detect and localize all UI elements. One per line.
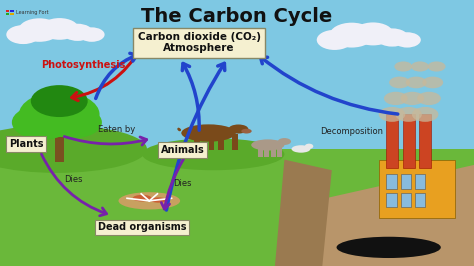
- Bar: [10, 10, 14, 12]
- Polygon shape: [284, 165, 474, 266]
- Bar: [401, 174, 411, 189]
- Ellipse shape: [133, 195, 152, 202]
- Ellipse shape: [278, 138, 291, 145]
- Text: Dies: Dies: [173, 179, 192, 188]
- Circle shape: [6, 25, 40, 44]
- Bar: [232, 134, 238, 150]
- Circle shape: [353, 22, 393, 45]
- Bar: [379, 160, 455, 218]
- Ellipse shape: [241, 129, 252, 134]
- Circle shape: [412, 107, 438, 122]
- Ellipse shape: [305, 144, 313, 149]
- Circle shape: [31, 85, 88, 117]
- Ellipse shape: [0, 125, 147, 173]
- Bar: [277, 145, 282, 157]
- Bar: [415, 193, 425, 207]
- Circle shape: [393, 32, 421, 48]
- Text: Dead organisms: Dead organisms: [98, 222, 186, 232]
- Circle shape: [12, 105, 73, 140]
- Circle shape: [62, 24, 93, 41]
- Text: Eaten by: Eaten by: [98, 124, 135, 134]
- Ellipse shape: [181, 124, 236, 142]
- Circle shape: [389, 77, 410, 88]
- Bar: [386, 174, 397, 189]
- Bar: [415, 174, 425, 189]
- Circle shape: [79, 27, 105, 42]
- Bar: [386, 193, 397, 207]
- Text: Decomposition: Decomposition: [320, 127, 383, 136]
- Circle shape: [329, 23, 374, 48]
- Ellipse shape: [228, 124, 248, 134]
- Ellipse shape: [292, 145, 310, 153]
- Circle shape: [401, 92, 424, 105]
- Bar: [0, 149, 474, 266]
- Circle shape: [317, 30, 353, 50]
- Circle shape: [395, 107, 422, 122]
- Bar: [55, 128, 64, 162]
- Bar: [6, 10, 9, 12]
- Text: Carbon dioxide (CO₂)
Atmosphere: Carbon dioxide (CO₂) Atmosphere: [137, 32, 261, 53]
- Circle shape: [18, 18, 60, 42]
- Circle shape: [411, 61, 429, 72]
- Circle shape: [376, 28, 409, 47]
- Text: Plants: Plants: [9, 139, 43, 149]
- Text: Animals: Animals: [161, 145, 204, 155]
- Circle shape: [417, 92, 441, 105]
- Circle shape: [406, 77, 427, 88]
- Bar: [386, 114, 398, 168]
- Circle shape: [379, 107, 405, 122]
- Bar: [271, 145, 276, 157]
- Ellipse shape: [142, 138, 284, 170]
- Bar: [258, 145, 263, 157]
- Bar: [401, 193, 411, 207]
- Circle shape: [384, 92, 408, 105]
- Text: Photosynthesis: Photosynthesis: [41, 60, 125, 70]
- Circle shape: [40, 18, 79, 40]
- Bar: [264, 145, 269, 157]
- Polygon shape: [275, 160, 332, 266]
- Bar: [218, 134, 224, 150]
- Text: Learning Fort: Learning Fort: [16, 10, 48, 15]
- Bar: [6, 13, 9, 15]
- Ellipse shape: [151, 197, 167, 203]
- Text: Dies: Dies: [64, 175, 83, 184]
- Circle shape: [428, 61, 446, 72]
- Ellipse shape: [251, 139, 284, 151]
- Text: The Carbon Cycle: The Carbon Cycle: [141, 7, 333, 26]
- Ellipse shape: [337, 237, 441, 258]
- Circle shape: [45, 106, 102, 138]
- Bar: [10, 13, 14, 15]
- Circle shape: [422, 77, 443, 88]
- Bar: [419, 114, 431, 168]
- Ellipse shape: [118, 192, 180, 210]
- Bar: [209, 134, 214, 150]
- Bar: [403, 114, 415, 168]
- Bar: [194, 134, 200, 150]
- Circle shape: [394, 61, 412, 72]
- Circle shape: [19, 92, 100, 137]
